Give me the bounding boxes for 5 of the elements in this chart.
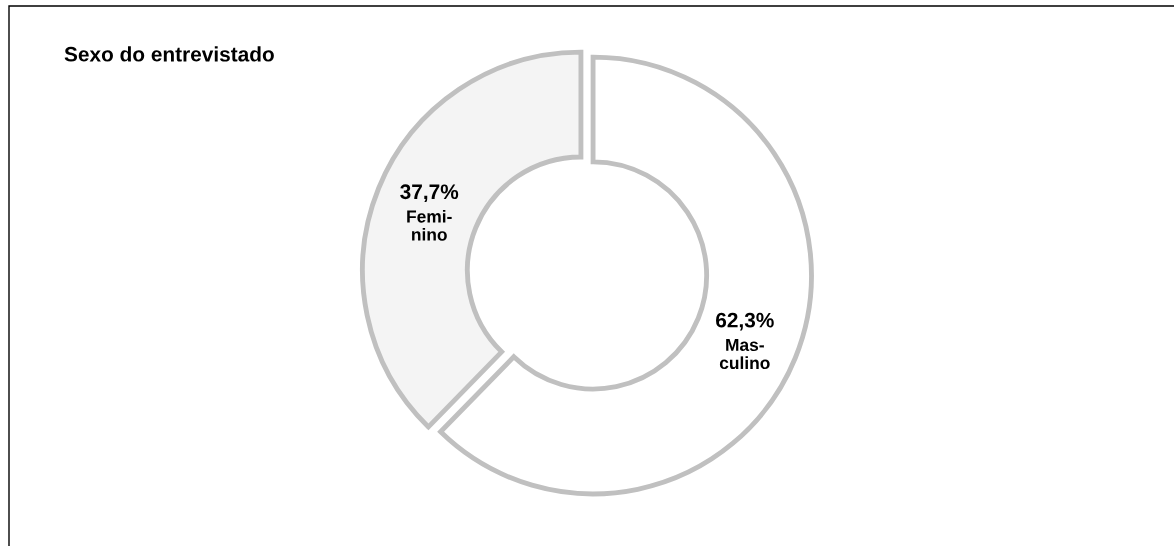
text: Sexo do entrevistado <box>64 46 274 62</box>
data-label: 62,3% <box>716 312 774 331</box>
slice-label: Mas- culino <box>719 338 770 370</box>
data-label: 37,7% <box>400 184 459 203</box>
slice-label: Femi- nino <box>407 209 452 241</box>
